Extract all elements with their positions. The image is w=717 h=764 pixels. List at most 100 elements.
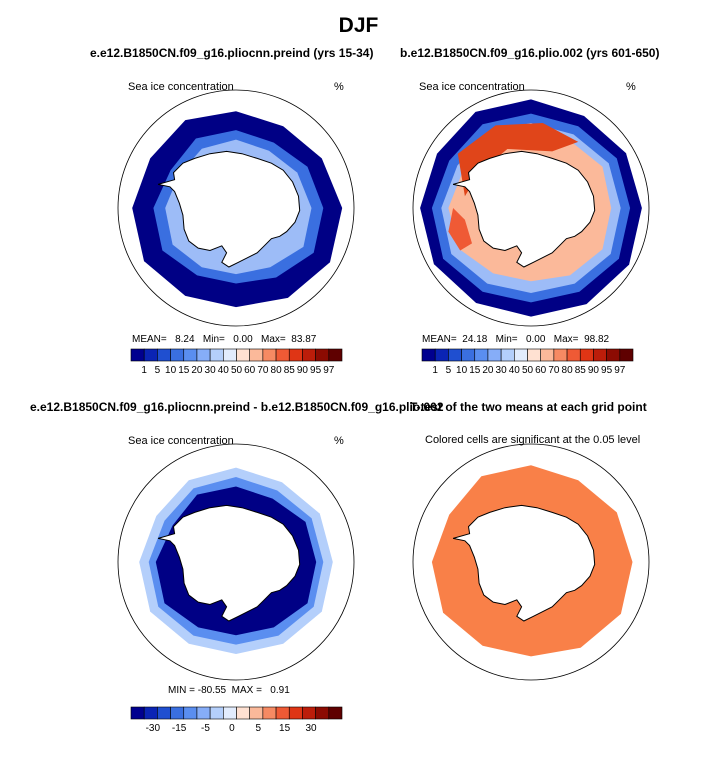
colorbar-1-label-12: 90	[297, 365, 309, 376]
panel-4-note: Colored cells are significant at the 0.0…	[425, 434, 641, 446]
colorbar-1-label-5: 30	[205, 365, 217, 376]
colorbar-2-label-9: 70	[548, 365, 560, 376]
map-3-boundary	[117, 443, 355, 681]
map-2-antarctica-coastline	[452, 150, 596, 268]
colorbar-2-box-2	[448, 348, 462, 362]
colorbar-3-box-12	[288, 706, 303, 720]
colorbar-3-box-4	[183, 706, 198, 720]
colorbar-1-box-7	[223, 348, 237, 362]
colorbar-1-label-6: 40	[218, 365, 230, 376]
colorbar-3-box-3	[170, 706, 185, 720]
colorbar-1-box-2	[157, 348, 171, 362]
panel-1-variable: Sea ice concentration	[128, 81, 234, 93]
colorbar-3-label-2: -5	[201, 723, 210, 734]
colorbar-1-label-4: 20	[191, 365, 203, 376]
colorbar-1-label-7: 50	[231, 365, 243, 376]
colorbar-2-box-7	[514, 348, 528, 362]
colorbar-1-label-8: 60	[244, 365, 256, 376]
colorbar-3-box-9	[249, 706, 264, 720]
panel-2-units: %	[626, 81, 636, 93]
colorbar-1-label-1: 5	[155, 365, 161, 376]
colorbar-1-box-1	[143, 348, 158, 362]
colorbar-2-box-9	[540, 348, 555, 362]
panel-2-variable: Sea ice concentration	[419, 81, 525, 93]
map-2-field-4	[457, 123, 579, 197]
colorbar-3-box-13	[302, 706, 316, 720]
colorbar-2-label-10: 80	[562, 365, 574, 376]
colorbar-2-label-6: 40	[509, 365, 521, 376]
colorbar-2-box-14	[606, 348, 621, 362]
panel-3-units: %	[334, 435, 344, 447]
colorbar-1-box-3	[170, 348, 185, 362]
colorbar-3-label-0: -30	[146, 723, 161, 734]
panel-1-units: %	[334, 81, 344, 93]
colorbar-3-box-2	[157, 706, 171, 720]
colorbar-2-box-12	[579, 348, 594, 362]
colorbar-2-box-13	[593, 348, 607, 362]
colorbar-3-box-1	[143, 706, 158, 720]
colorbar-2-label-14: 97	[614, 365, 626, 376]
colorbar-1: 1 5 10 15 20 30 40 50 60 70 80 85 90 95 97	[130, 348, 343, 376]
colorbar-2-label-8: 60	[535, 365, 547, 376]
panel-3-title: e.e12.B1850CN.f09_g16.pliocnn.preind - b…	[30, 400, 444, 414]
colorbar-1-box-8	[236, 348, 250, 362]
colorbar-2-label-5: 30	[496, 365, 508, 376]
colorbar-1-label-9: 70	[257, 365, 269, 376]
panel-1-title: e.e12.B1850CN.f09_g16.pliocnn.preind (yr…	[90, 46, 374, 60]
colorbar-1-box-14	[315, 348, 330, 362]
map-2-field-5	[448, 208, 472, 251]
colorbar-1-box-10	[262, 348, 277, 362]
colorbar-2-label-1: 5	[446, 365, 452, 376]
colorbar-1-box-6	[209, 348, 224, 362]
colorbar-1-box-13	[302, 348, 316, 362]
panel-3-stats: MIN = -80.55 MAX = 0.91	[168, 685, 290, 696]
colorbar-3-label-6: 30	[305, 723, 317, 734]
colorbar-2-label-7: 50	[522, 365, 534, 376]
colorbar-2-label-4: 20	[482, 365, 494, 376]
colorbar-2-box-0	[421, 348, 436, 362]
colorbar-1-label-2: 10	[165, 365, 177, 376]
colorbar-2-box-11	[566, 348, 581, 362]
panel-2-stats: MEAN= 24.18 Min= 0.00 Max= 98.82	[422, 334, 610, 345]
colorbar-3: -30 -15 -5 0 5 15 30	[130, 706, 343, 734]
main-title: DJF	[338, 14, 379, 37]
colorbar-3-box-11	[275, 706, 290, 720]
colorbar-1-box-9	[249, 348, 264, 362]
colorbar-2-label-3: 15	[469, 365, 481, 376]
colorbar-3-box-8	[236, 706, 250, 720]
colorbar-3-box-5	[196, 706, 211, 720]
map-4-antarctica-coastline	[452, 504, 596, 622]
colorbar-3-label-5: 15	[279, 723, 291, 734]
colorbar-3-box-0	[130, 706, 145, 720]
panel-3-variable: Sea ice concentration	[128, 435, 234, 447]
map-2-boundary	[412, 89, 650, 327]
colorbar-3-box-7	[223, 706, 237, 720]
colorbar-3-label-1: -15	[172, 723, 187, 734]
colorbar-1-box-5	[196, 348, 211, 362]
colorbar-1-box-12	[288, 348, 303, 362]
colorbar-2: 1 5 10 15 20 30 40 50 60 70 80 85 90 95 97	[421, 348, 634, 376]
colorbar-1-label-14: 97	[323, 365, 335, 376]
colorbar-1-label-11: 85	[284, 365, 296, 376]
colorbar-2-label-0: 1	[432, 365, 438, 376]
colorbar-3-box-15	[328, 706, 343, 720]
colorbar-1-box-4	[183, 348, 198, 362]
colorbar-2-box-4	[474, 348, 489, 362]
colorbar-3-box-14	[315, 706, 330, 720]
map-3-antarctica-coastline	[157, 504, 301, 622]
colorbar-3-box-10	[262, 706, 277, 720]
colorbar-1-label-3: 15	[178, 365, 190, 376]
panel-2-title: b.e12.B1850CN.f09_g16.plio.002 (yrs 601-…	[400, 46, 660, 60]
colorbar-3-label-4: 5	[256, 723, 262, 734]
colorbar-2-label-2: 10	[456, 365, 468, 376]
panel-4-title: T-test of the two means at each grid poi…	[410, 400, 647, 414]
colorbar-1-box-15	[328, 348, 343, 362]
colorbar-2-label-12: 90	[588, 365, 600, 376]
colorbar-1-label-10: 80	[271, 365, 283, 376]
colorbar-2-box-15	[619, 348, 634, 362]
colorbar-2-label-13: 95	[601, 365, 613, 376]
colorbar-2-box-6	[500, 348, 515, 362]
colorbar-2-box-1	[434, 348, 449, 362]
colorbar-3-label-3: 0	[229, 723, 235, 734]
